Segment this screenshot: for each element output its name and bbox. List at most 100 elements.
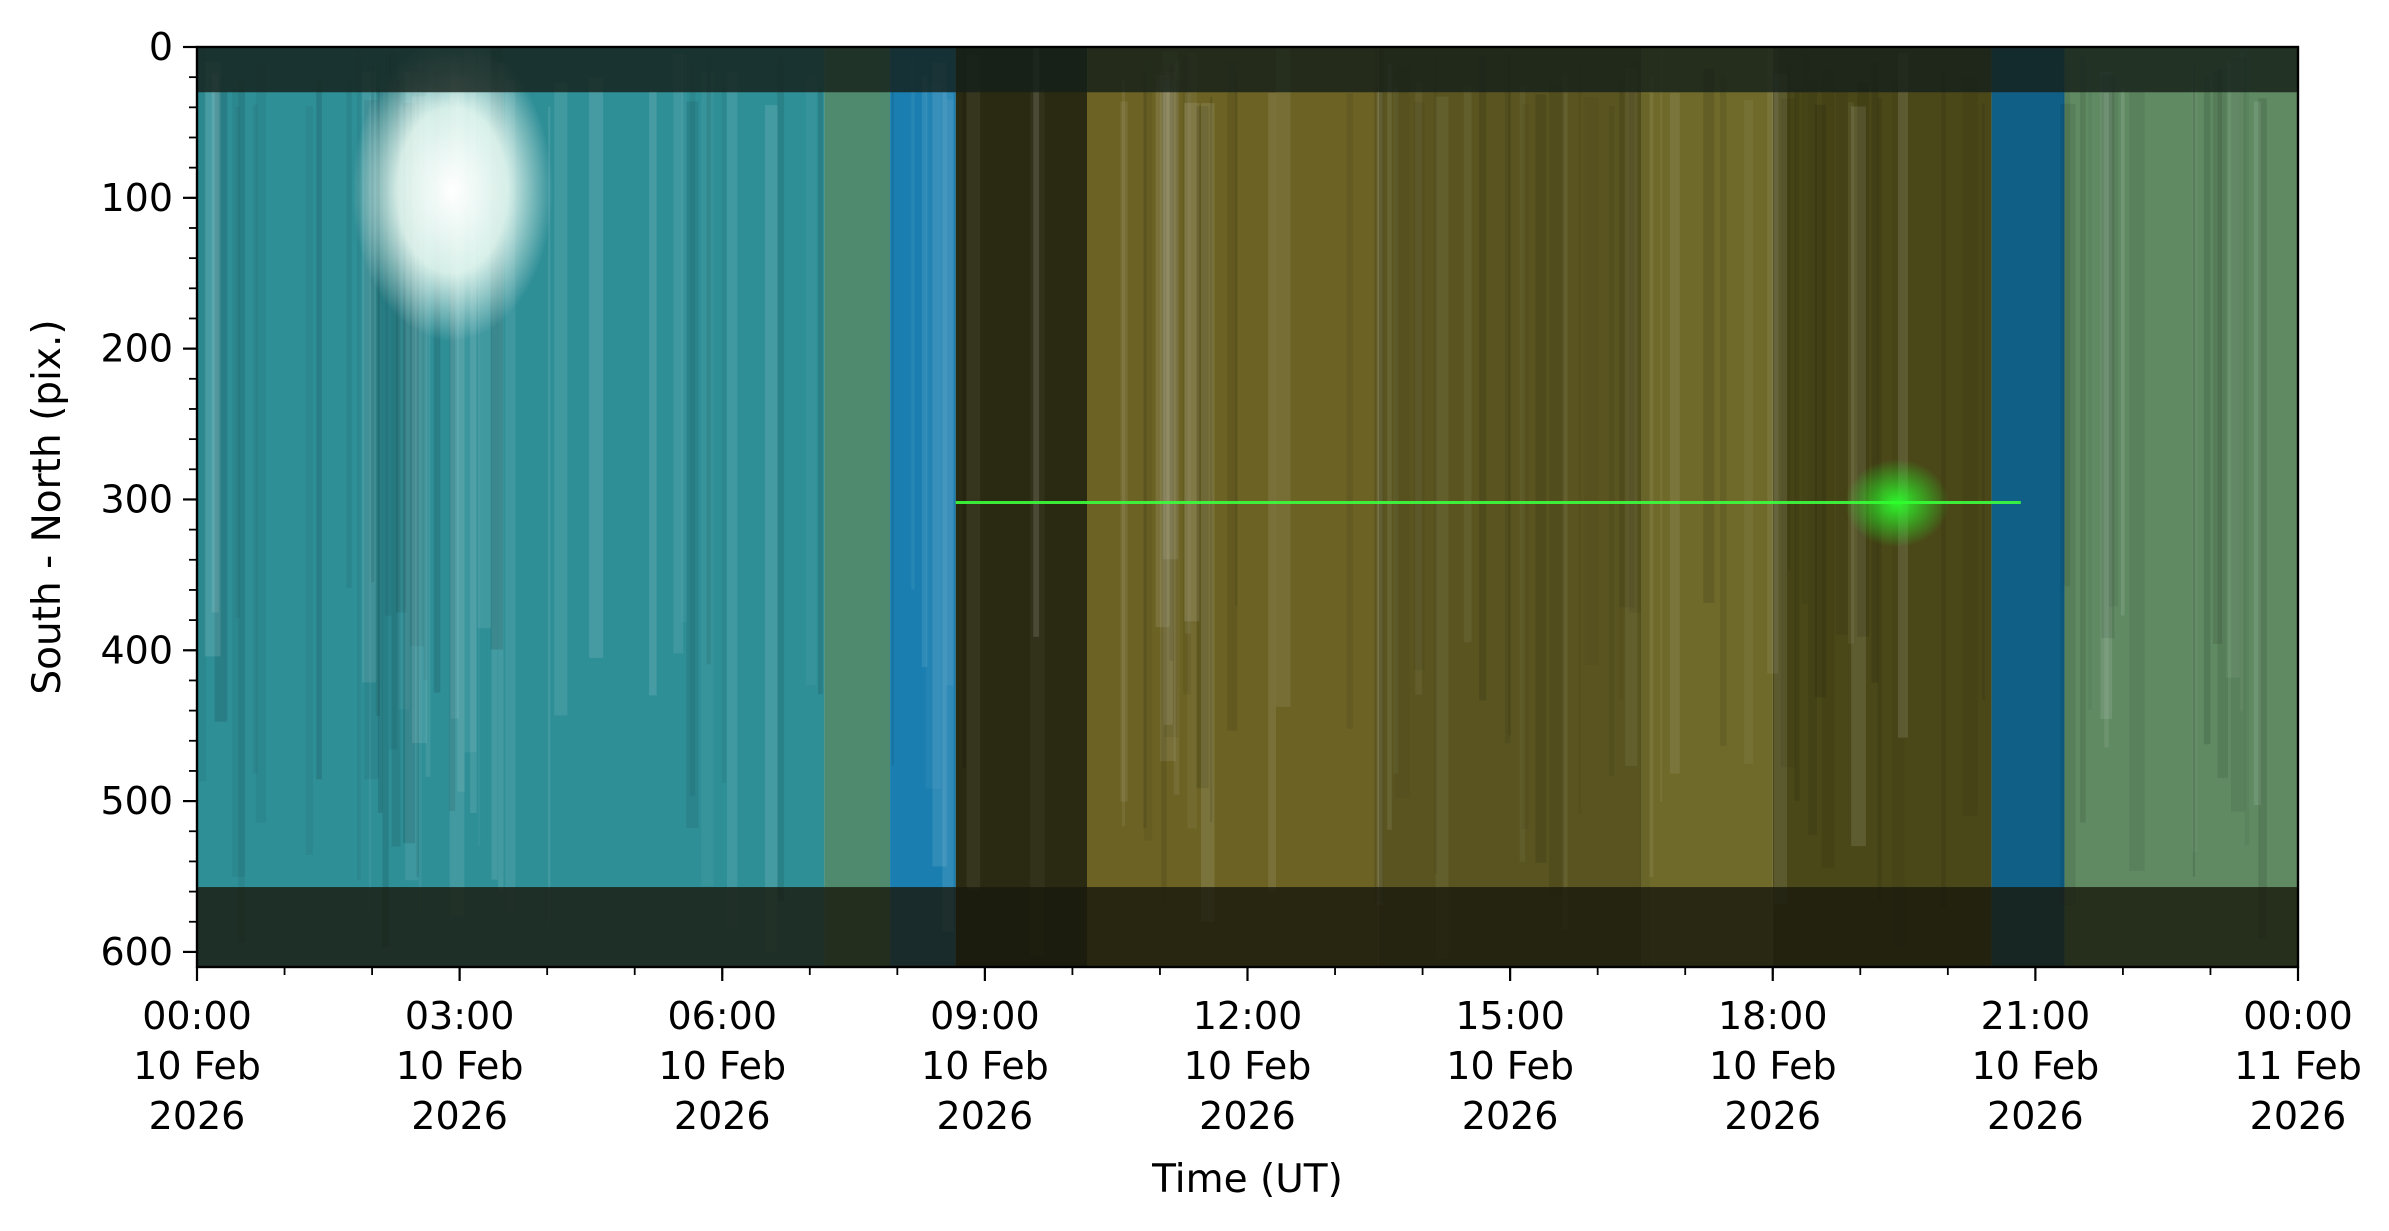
streak-45 <box>1857 82 1870 637</box>
y-tick-label-0: 0 <box>149 25 173 69</box>
streak-145 <box>416 93 419 877</box>
streak-96 <box>1030 89 1045 956</box>
streak-71 <box>2100 71 2113 719</box>
y-tick-label-5: 500 <box>100 779 173 823</box>
streak-57 <box>1394 65 1410 799</box>
streak-152 <box>817 87 823 695</box>
streak-165 <box>1435 96 1449 960</box>
x-tick-label-4-line-0: 12:00 <box>1193 994 1303 1038</box>
streak-62 <box>433 71 441 693</box>
streak-129 <box>721 86 726 783</box>
x-tick-label-5-line-1: 10 Feb <box>1446 1044 1574 1088</box>
x-tick-label-7-line-1: 10 Feb <box>1972 1044 2100 1088</box>
streak-112 <box>491 89 498 880</box>
streak-168 <box>357 50 361 881</box>
streak-85 <box>1794 89 1800 801</box>
streak-63 <box>1163 87 1173 725</box>
streak-157 <box>1821 70 1835 869</box>
streak-77 <box>235 106 240 619</box>
streak-147 <box>2129 91 2145 871</box>
streak-41 <box>921 76 928 668</box>
streak-98 <box>1848 102 1854 644</box>
time-segment-5 <box>1378 47 1642 967</box>
streak-94 <box>1535 94 1547 863</box>
streak-156 <box>1519 86 1526 862</box>
x-tick-label-1-line-2: 2026 <box>411 1094 508 1138</box>
streak-90 <box>911 57 915 590</box>
streak-47 <box>457 91 465 792</box>
time-segment-6 <box>1641 47 1773 967</box>
streak-12 <box>765 105 778 953</box>
x-tick-label-7-line-2: 2026 <box>1987 1094 2084 1138</box>
streak-116 <box>1504 57 1511 744</box>
streak-97 <box>398 106 410 710</box>
streak-56 <box>548 106 551 925</box>
streak-78 <box>673 54 684 654</box>
streak-58 <box>1521 103 1529 830</box>
streak-118 <box>2244 47 2250 846</box>
x-tick-label-3-line-2: 2026 <box>937 1094 1034 1138</box>
y-tick-label-6: 600 <box>100 930 173 974</box>
time-segment-9 <box>2064 47 2298 967</box>
x-tick-label-5-line-2: 2026 <box>1462 1094 1559 1138</box>
x-tick-label-0-line-2: 2026 <box>149 1094 246 1138</box>
streak-104 <box>1033 47 1040 637</box>
time-segment-2 <box>890 47 956 967</box>
streak-86 <box>1376 92 1383 906</box>
streak-91 <box>396 77 407 613</box>
x-tick-label-4-line-2: 2026 <box>1199 1094 1296 1138</box>
streak-110 <box>1619 92 1635 608</box>
x-tick-label-7-line-0: 21:00 <box>1981 994 2091 1038</box>
streak-26 <box>1120 101 1128 802</box>
streak-140 <box>346 77 352 588</box>
streak-87 <box>1639 94 1650 966</box>
streak-113 <box>1649 77 1654 878</box>
streak-14 <box>649 91 657 696</box>
streak-24 <box>1703 68 1715 603</box>
streak-9 <box>1143 71 1147 829</box>
streak-106 <box>2240 51 2244 712</box>
streak-10 <box>2203 76 2211 745</box>
streak-83 <box>1871 61 1879 683</box>
streak-95 <box>942 92 954 932</box>
y-axis-title: South - North (pix.) <box>25 319 70 694</box>
streak-8 <box>1463 86 1472 643</box>
streak-105 <box>946 99 954 686</box>
streak-32 <box>305 106 313 855</box>
streak-4 <box>450 58 459 719</box>
streak-161 <box>1434 57 1438 875</box>
streak-17 <box>2080 56 2086 823</box>
streak-162 <box>238 78 245 943</box>
dark-band-2 <box>197 887 2298 967</box>
streak-136 <box>1200 103 1215 923</box>
y-tick-label-3: 300 <box>100 477 173 521</box>
x-tick-label-5-line-0: 15:00 <box>1455 994 1565 1038</box>
streak-125 <box>2120 87 2125 616</box>
streak-102 <box>448 101 456 812</box>
streak-100 <box>1187 52 1197 829</box>
streak-0 <box>1227 61 1238 731</box>
streak-143 <box>727 72 738 929</box>
streak-73 <box>389 52 398 750</box>
streak-30 <box>1121 80 1126 827</box>
streak-19 <box>368 96 372 914</box>
streak-132 <box>1744 99 1754 764</box>
streak-107 <box>1413 102 1425 670</box>
streak-11 <box>1143 61 1153 841</box>
streak-25 <box>371 65 375 583</box>
streak-142 <box>2253 101 2261 806</box>
streak-54 <box>197 47 207 782</box>
streak-88 <box>1182 55 1192 695</box>
streak-160 <box>1210 96 1213 822</box>
streak-120 <box>805 76 817 686</box>
streak-80 <box>2191 86 2198 853</box>
streak-66 <box>1835 90 1848 635</box>
green-burst <box>1844 459 1949 548</box>
streak-159 <box>966 55 981 890</box>
streak-82 <box>2231 57 2246 812</box>
streak-5 <box>1608 106 1615 777</box>
streak-15 <box>211 73 219 613</box>
x-tick-label-0-line-0: 00:00 <box>142 994 252 1038</box>
streak-122 <box>689 62 696 797</box>
